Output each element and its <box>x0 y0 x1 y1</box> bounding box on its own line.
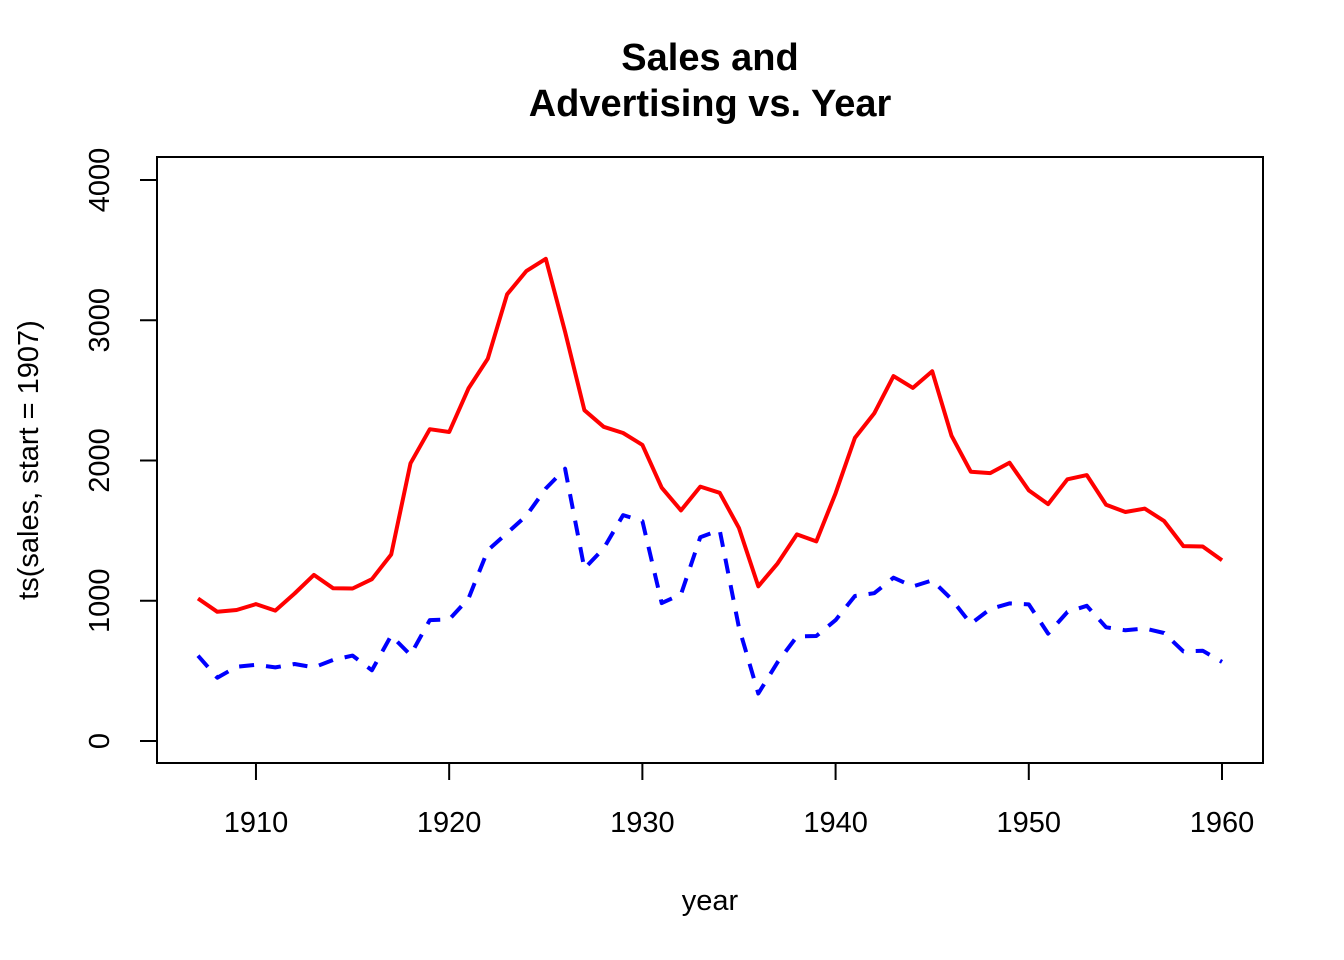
y-axis-label: ts(sales, start = 1907) <box>13 320 45 600</box>
series-line-2 <box>196 466 1224 696</box>
y-tick-label: 4000 <box>84 148 116 213</box>
x-tick-label: 1960 <box>1190 807 1255 839</box>
x-tick-label: 1950 <box>997 807 1062 839</box>
y-axis: 0 1000 2000 3000 4000 <box>84 148 158 749</box>
x-axis: 1910 1920 1930 1940 1950 1960 <box>224 762 1255 839</box>
x-axis-label: year <box>682 885 739 917</box>
chart-title-line-2: Advertising vs. Year <box>529 83 892 125</box>
plot-area-frame <box>156 156 1264 764</box>
x-tick-label: 1910 <box>224 807 289 839</box>
x-tick-label: 1930 <box>610 807 675 839</box>
series-line-1 <box>196 256 1224 614</box>
series-layer <box>196 256 1224 696</box>
y-tick-label: 0 <box>84 733 116 749</box>
chart-title-line-1: Sales and <box>621 37 798 79</box>
x-tick-label: 1940 <box>803 807 868 839</box>
y-tick-label: 3000 <box>84 288 116 353</box>
y-tick-label: 1000 <box>84 568 116 633</box>
x-tick-label: 1920 <box>417 807 482 839</box>
y-tick-label: 2000 <box>84 428 116 493</box>
